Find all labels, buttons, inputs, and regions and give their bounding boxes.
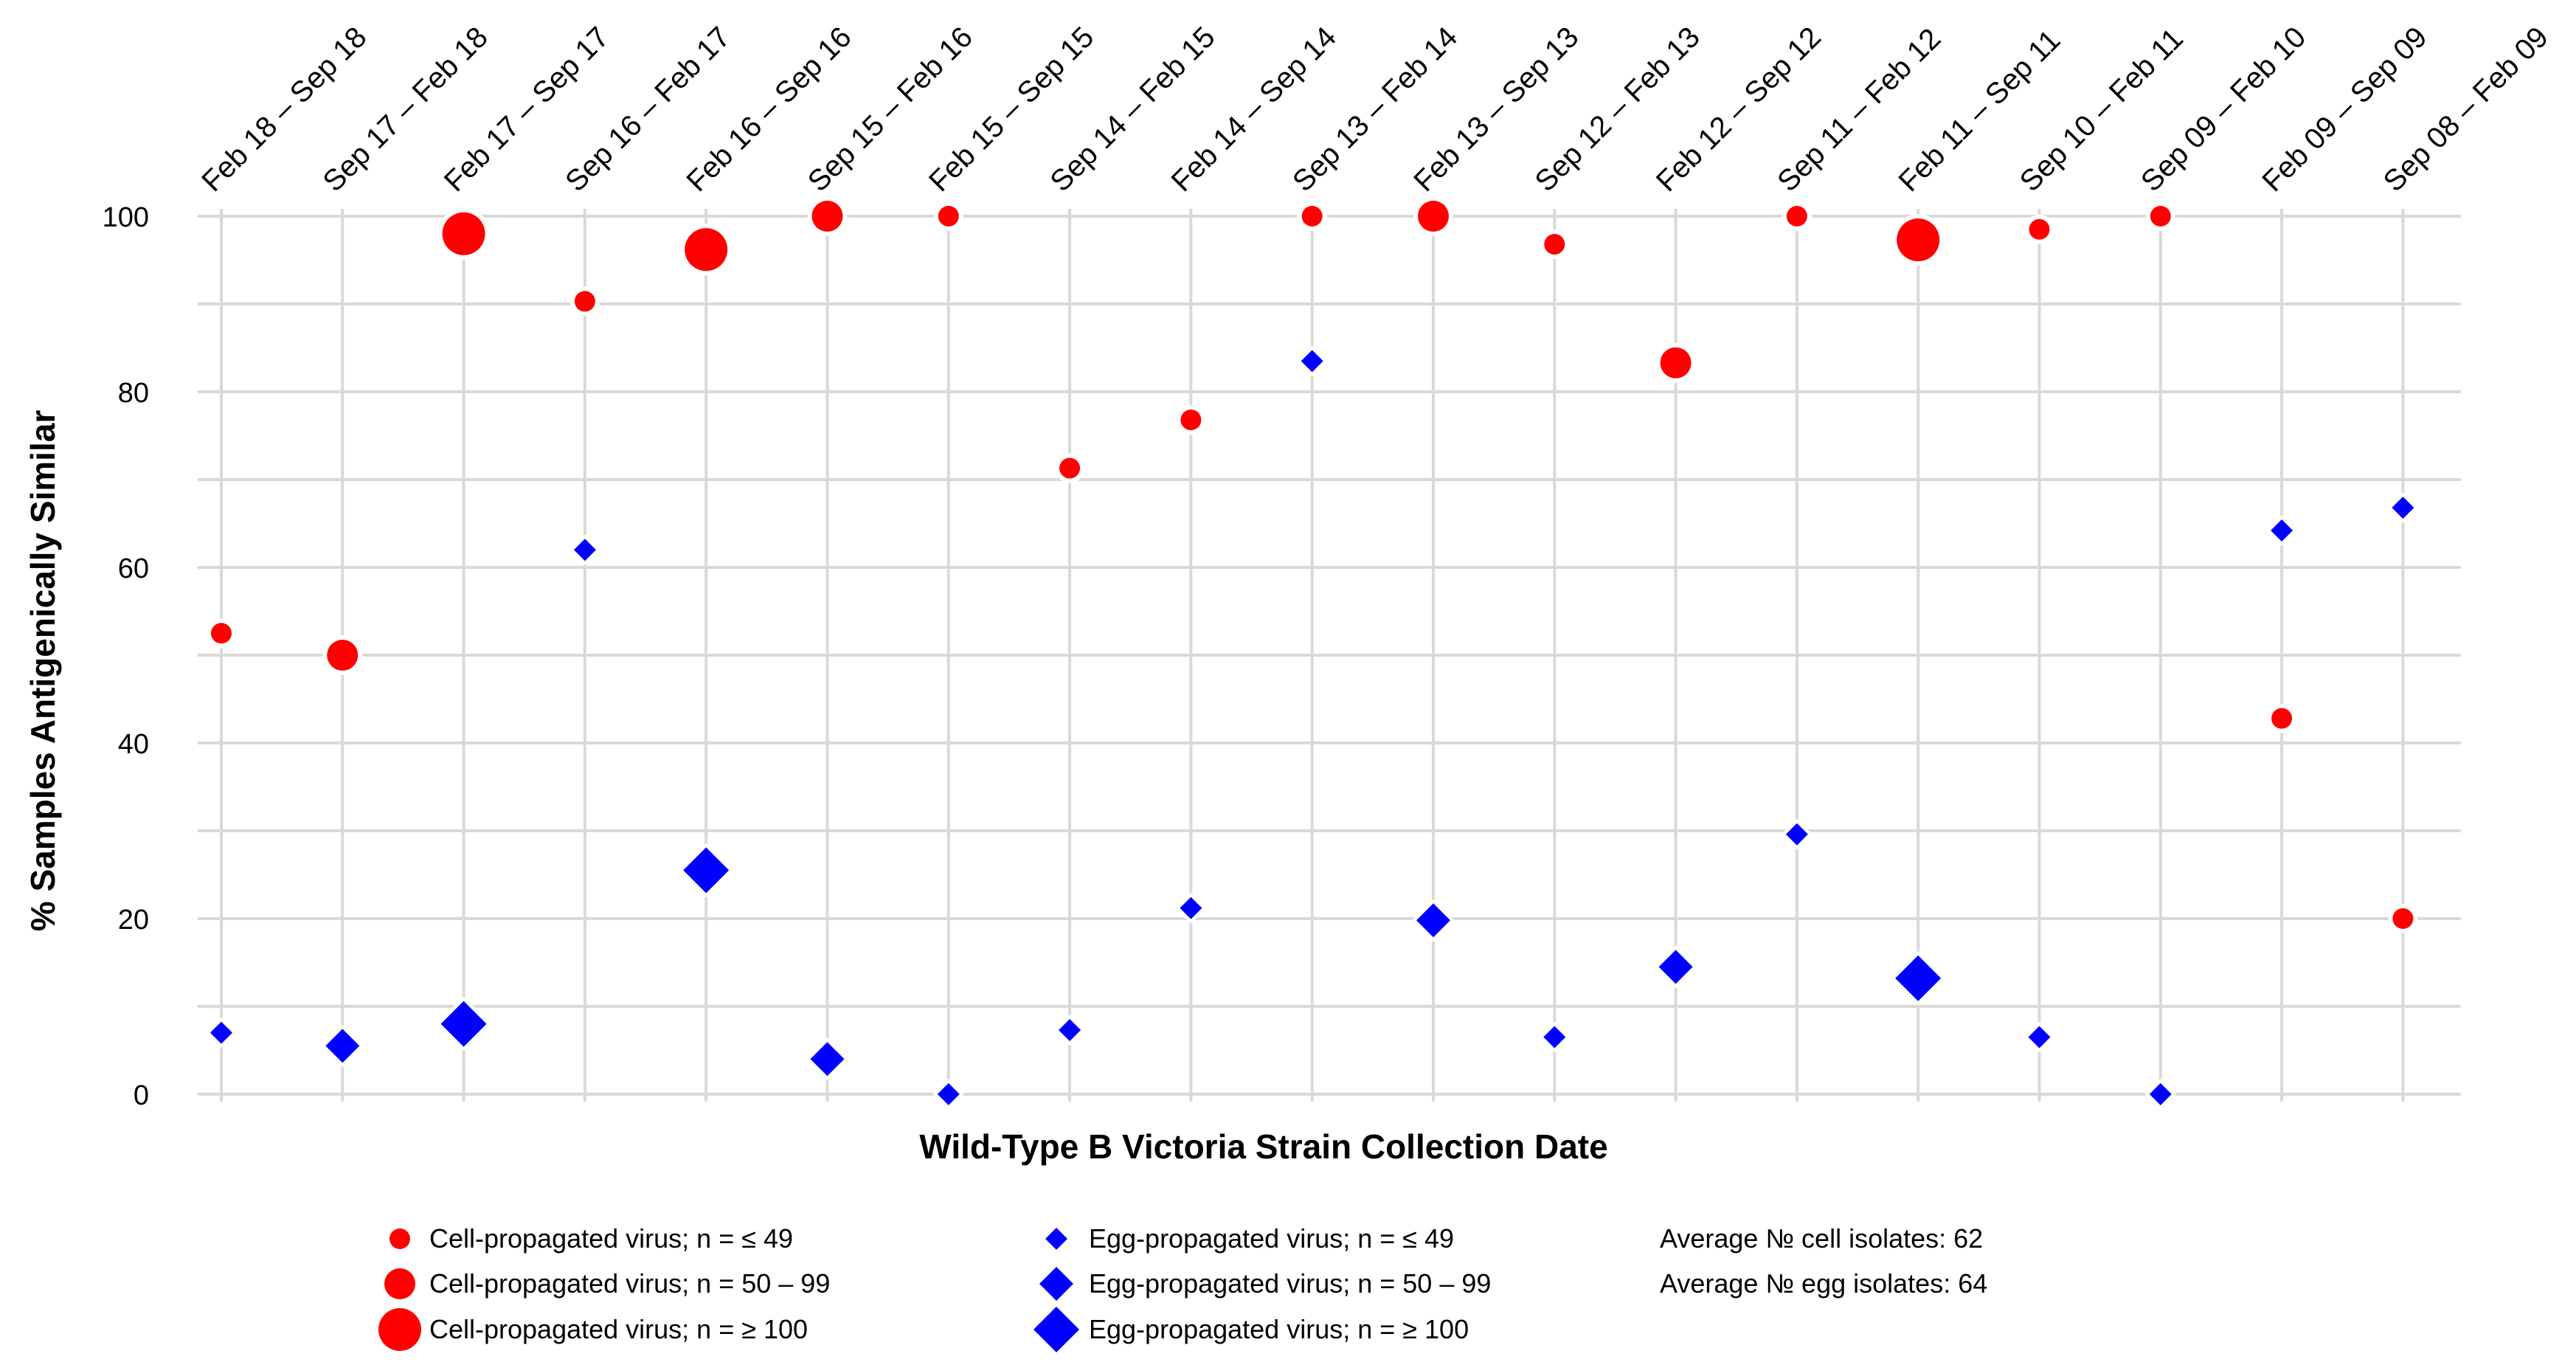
y-axis-title: % Samples Antigenically Similar	[24, 410, 62, 932]
legend-cell-label: Cell-propagated virus; n = ≤ 49	[429, 1223, 793, 1254]
y-tick-label: 20	[118, 905, 149, 936]
cell-point	[938, 206, 959, 227]
egg-point	[440, 1000, 487, 1047]
y-tick-label: 0	[134, 1080, 149, 1111]
y-tick-label: 100	[103, 202, 149, 233]
cell-point	[1301, 206, 1323, 227]
egg-point	[1895, 955, 1942, 1001]
cell-point	[1897, 218, 1940, 262]
legend-cell-marker	[384, 1268, 415, 1299]
legend-note: Average № egg isolates: 64	[1660, 1268, 1987, 1299]
cell-point	[211, 623, 232, 644]
egg-point	[1658, 950, 1693, 984]
cell-point	[2150, 206, 2171, 227]
legend: Cell-propagated virus; n = ≤ 49 Cell-prop…	[378, 1223, 1987, 1352]
egg-point	[1301, 350, 1323, 373]
data-marks	[206, 196, 2419, 1110]
egg-point	[1059, 1019, 1081, 1042]
grid-layer	[198, 209, 2461, 1102]
cell-point	[811, 201, 843, 232]
egg-point	[2028, 1026, 2051, 1048]
legend-egg-marker	[1045, 1228, 1067, 1250]
legend-cell-label: Cell-propagated virus; n = 50 – 99	[429, 1268, 830, 1299]
egg-point	[573, 539, 596, 561]
egg-point	[1180, 896, 1202, 919]
y-tick-label: 40	[118, 729, 149, 760]
legend-egg-label: Egg-propagated virus; n = ≤ 49	[1089, 1223, 1454, 1254]
legend-egg-marker	[1033, 1307, 1079, 1352]
legend-cell-marker	[378, 1308, 421, 1351]
egg-point	[210, 1021, 232, 1044]
cell-point	[2271, 708, 2293, 729]
legend-egg-label: Egg-propagated virus; n = ≥ 100	[1089, 1314, 1469, 1344]
cell-point	[327, 640, 359, 671]
cell-point	[685, 228, 728, 272]
x-axis-title: Wild-Type B Victoria Strain Collection D…	[919, 1127, 1607, 1166]
cell-point	[1059, 457, 1081, 479]
legend-cell-label: Cell-propagated virus; n = ≥ 100	[429, 1314, 808, 1344]
cell-point	[1544, 234, 1565, 255]
cell-point	[1786, 206, 1807, 227]
egg-point	[2149, 1083, 2172, 1105]
cell-point	[442, 212, 485, 255]
y-tick-label: 60	[118, 553, 149, 584]
y-tick-labels: 0 20 40 60 80 100	[103, 202, 149, 1111]
egg-point	[2271, 519, 2293, 542]
legend-egg-marker	[1039, 1267, 1073, 1301]
egg-point	[2392, 497, 2414, 519]
egg-point	[1416, 903, 1450, 938]
egg-point	[683, 847, 730, 893]
cell-point	[2392, 908, 2414, 929]
legend-note: Average № cell isolates: 62	[1660, 1223, 1983, 1254]
y-tick-label: 80	[118, 378, 149, 409]
egg-point	[810, 1042, 845, 1076]
legend-egg-label: Egg-propagated virus; n = 50 – 99	[1089, 1268, 1491, 1299]
cell-point	[1660, 347, 1692, 378]
cell-point	[2029, 218, 2050, 240]
egg-point	[325, 1029, 360, 1063]
cell-point	[574, 291, 595, 312]
egg-point	[937, 1083, 960, 1105]
egg-point	[1785, 823, 1808, 846]
egg-point	[1543, 1026, 1566, 1048]
cell-point	[1418, 201, 1449, 232]
cell-point	[1180, 409, 1202, 431]
legend-cell-marker	[389, 1228, 410, 1249]
